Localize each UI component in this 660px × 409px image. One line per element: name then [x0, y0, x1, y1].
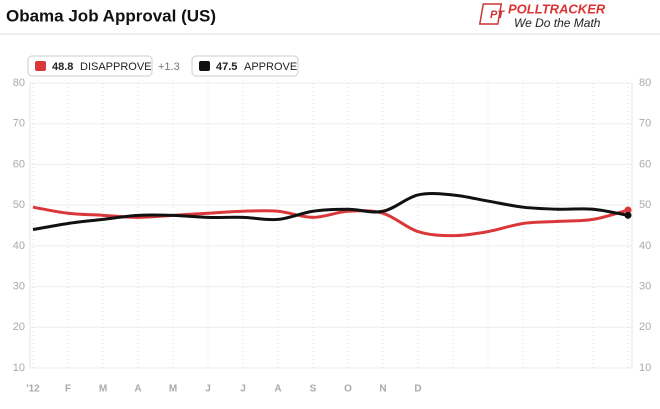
y-tick-label: 80	[13, 77, 25, 89]
legend-box	[27, 55, 153, 77]
y-tick-label: 20	[13, 321, 25, 333]
end-point	[624, 211, 632, 219]
legend-value: 47.5	[216, 61, 237, 73]
logo-icon	[478, 3, 503, 25]
y-tick-label: 40	[13, 240, 25, 252]
y-tick-label: 50	[13, 199, 25, 211]
legend-spread: +1.3	[158, 61, 180, 73]
x-tick-label: '12	[26, 384, 40, 395]
logo-tagline: We Do the Math	[514, 16, 601, 30]
legend-label: DISAPPROVE	[80, 61, 152, 73]
x-tick-label: J	[205, 384, 211, 395]
y2-tick-label: 30	[639, 280, 651, 292]
legend-value: 48.8	[52, 61, 73, 73]
x-tick-label: D	[414, 384, 421, 395]
x-tick-label: F	[65, 384, 71, 395]
x-tick-label: A	[274, 384, 281, 395]
end-point	[624, 206, 632, 214]
legend: 48.8 DISAPPROVE +1.3 47.5 APPROVE	[27, 55, 299, 77]
y-tick-label: 60	[13, 158, 25, 170]
logo-name: POLLTRACKER	[508, 1, 606, 16]
y2-tick-label: 60	[639, 158, 651, 170]
y2-tick-label: 10	[639, 362, 651, 374]
legend-swatch	[35, 61, 46, 71]
y-tick-label: 30	[13, 280, 25, 292]
logo: PT POLLTRACKER We Do the Math	[478, 1, 606, 30]
chart-title: Obama Job Approval (US)	[6, 6, 216, 25]
x-tick-label: J	[240, 384, 246, 395]
logo-icon-text: PT	[490, 9, 505, 21]
y2-tick-label: 70	[639, 118, 651, 130]
x-tick-label: M	[169, 384, 177, 395]
trend-line	[32, 192, 629, 232]
y2-tick-label: 80	[639, 77, 651, 89]
y-tick-label: 10	[13, 362, 25, 374]
x-tick-label: M	[99, 384, 107, 395]
x-tick-label: O	[344, 384, 352, 395]
trend-line	[32, 205, 629, 238]
y2-tick-label: 50	[639, 199, 651, 211]
y-tick-label: 70	[13, 118, 25, 130]
legend-label: APPROVE	[244, 61, 297, 73]
legend-box	[191, 55, 299, 77]
y2-tick-label: 40	[639, 240, 651, 252]
y2-tick-label: 20	[639, 321, 651, 333]
x-tick-label: A	[134, 384, 141, 395]
x-tick-label: S	[310, 384, 317, 395]
x-tick-label: N	[379, 384, 386, 395]
legend-swatch	[199, 61, 210, 71]
